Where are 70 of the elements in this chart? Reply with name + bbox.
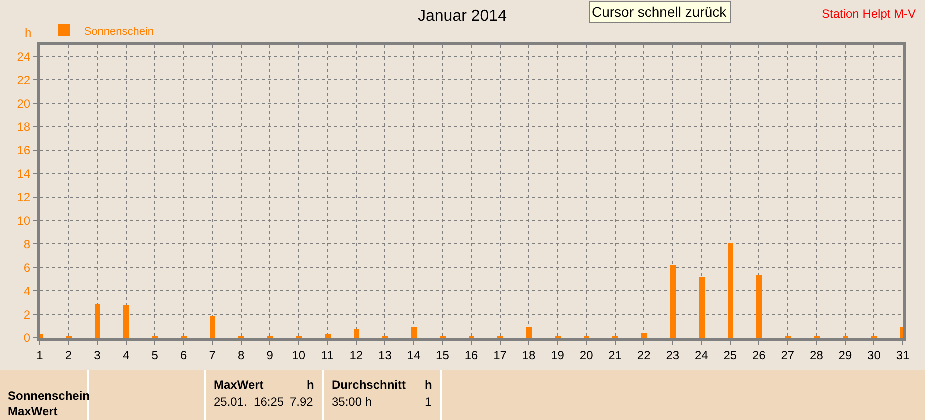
text: Sonnenschein MaxWert bbox=[8, 389, 90, 419]
x-tick-label: 22 bbox=[637, 348, 652, 362]
x-tick-label: 25 bbox=[724, 348, 738, 362]
x-tick-label: 7 bbox=[209, 348, 216, 362]
text: h bbox=[307, 378, 314, 392]
y-tick-label: 0 bbox=[24, 331, 31, 346]
x-tick-label: 17 bbox=[494, 348, 508, 362]
bar bbox=[728, 243, 733, 338]
bar bbox=[526, 327, 532, 338]
y-axis-title: h bbox=[25, 26, 32, 40]
y-tick-label: 2 bbox=[24, 308, 31, 322]
x-tick-label: 30 bbox=[868, 348, 882, 362]
bar bbox=[756, 275, 762, 338]
x-tick-label: 3 bbox=[94, 348, 102, 362]
legend-label: Sonnenschein bbox=[84, 26, 154, 38]
bar bbox=[411, 327, 417, 338]
x-tick-label: 12 bbox=[350, 348, 364, 362]
bar bbox=[699, 277, 705, 338]
bar bbox=[641, 333, 647, 338]
bar bbox=[210, 316, 215, 338]
y-tick-label: 18 bbox=[17, 120, 31, 134]
text: 7.92 bbox=[290, 395, 314, 409]
y-tick-label: 16 bbox=[17, 144, 31, 158]
x-tick-label: 20 bbox=[580, 348, 594, 362]
text: MaxWert bbox=[214, 378, 264, 392]
x-tick-label: 11 bbox=[321, 348, 334, 362]
x-tick-label: 28 bbox=[810, 348, 824, 362]
x-tick-label: 6 bbox=[180, 348, 188, 362]
y-tick-label: 8 bbox=[24, 237, 31, 252]
bar bbox=[325, 334, 331, 338]
chart-title: Januar 2014 bbox=[418, 8, 508, 25]
text: Station Helpt M-V bbox=[822, 7, 916, 21]
x-tick-label: 5 bbox=[152, 348, 159, 362]
x-tick-label: 2 bbox=[65, 348, 72, 362]
bar bbox=[670, 265, 676, 338]
y-tick-label: 12 bbox=[17, 190, 31, 205]
y-tick-label: 10 bbox=[17, 214, 31, 228]
text: 35:00 h bbox=[332, 395, 372, 409]
x-tick-label: 24 bbox=[694, 348, 709, 362]
x-tick-label: 23 bbox=[666, 348, 680, 362]
x-tick-label: 26 bbox=[752, 348, 766, 362]
x-tick-label: 27 bbox=[781, 348, 795, 362]
x-tick-label: 31 bbox=[896, 348, 910, 362]
x-tick-label: 16 bbox=[464, 348, 478, 362]
text: 1 bbox=[425, 395, 432, 409]
text: h bbox=[425, 378, 432, 392]
x-tick-label: 10 bbox=[292, 348, 306, 362]
y-tick-label: 20 bbox=[17, 96, 31, 111]
x-tick-label: 1 bbox=[36, 348, 44, 362]
text: 25.01. 16:25 bbox=[214, 395, 284, 409]
x-tick-label: 29 bbox=[838, 348, 852, 362]
y-tick-label: 14 bbox=[17, 167, 31, 182]
x-tick-label: 9 bbox=[266, 348, 274, 362]
bar bbox=[354, 329, 359, 338]
text: Durchschnitt bbox=[332, 378, 406, 392]
x-tick-label: 13 bbox=[378, 348, 392, 362]
y-tick-label: 22 bbox=[17, 73, 31, 88]
text: Cursor schnell zurück bbox=[592, 4, 728, 20]
x-tick-label: 19 bbox=[551, 348, 565, 362]
x-tick-label: 4 bbox=[122, 348, 130, 362]
x-tick-label: 15 bbox=[436, 348, 450, 362]
bar bbox=[123, 305, 129, 338]
y-tick-label: 6 bbox=[24, 260, 31, 275]
bar bbox=[95, 304, 100, 338]
y-tick-label: 24 bbox=[17, 50, 31, 64]
x-tick-label: 18 bbox=[522, 348, 536, 362]
x-tick-label: 14 bbox=[407, 348, 421, 362]
y-tick-label: 4 bbox=[24, 284, 31, 298]
x-tick-label: 21 bbox=[608, 348, 622, 362]
x-tick-label: 8 bbox=[238, 348, 246, 362]
